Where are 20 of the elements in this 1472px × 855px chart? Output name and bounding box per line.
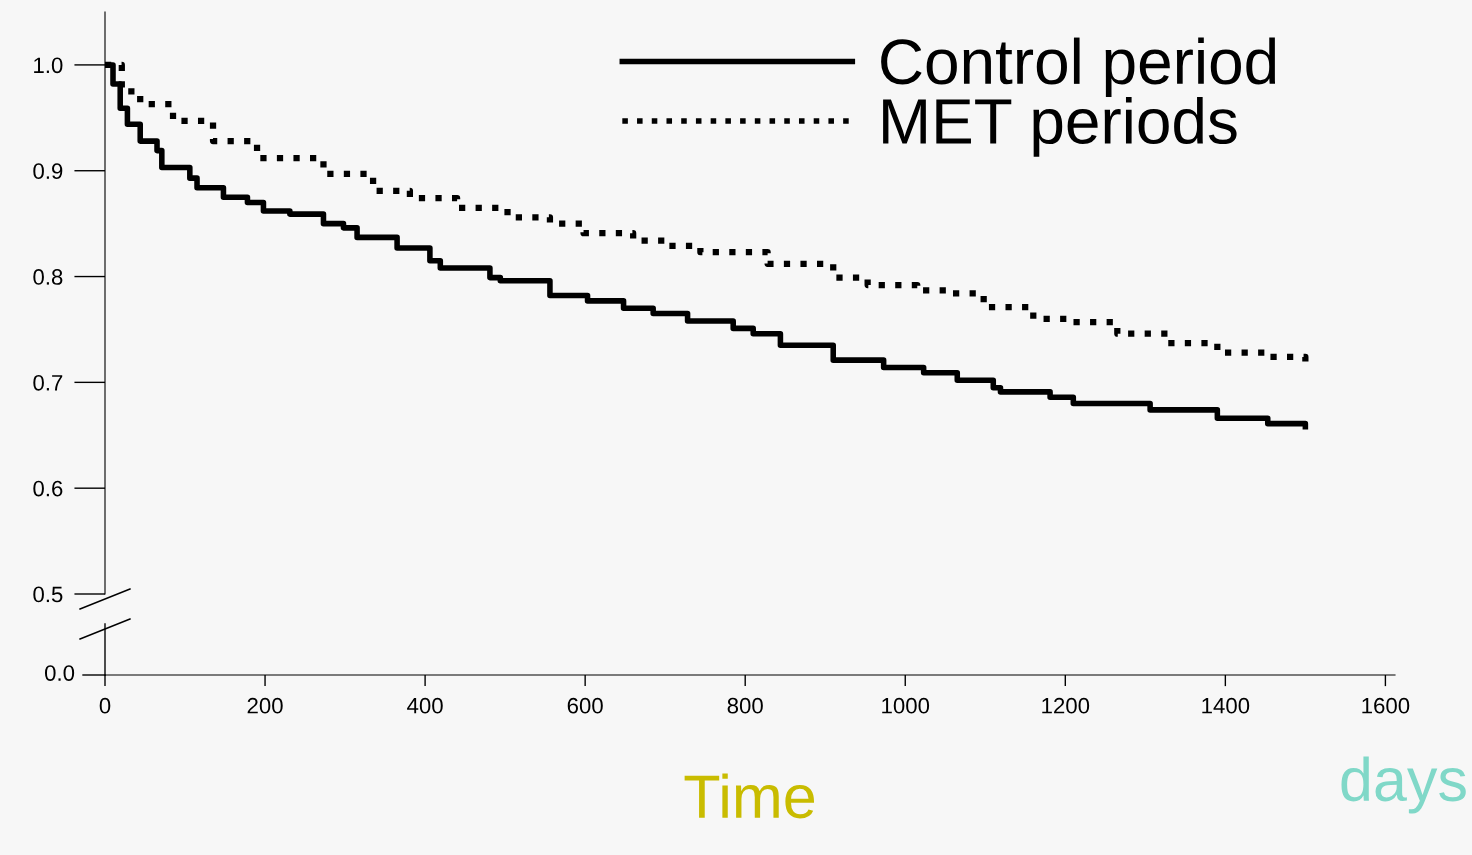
x-tick-label: 1000 [882, 697, 930, 714]
text: days [1341, 756, 1466, 814]
x-tick-label: 1400 [1202, 697, 1250, 714]
x-axis-title: Time [684, 773, 815, 819]
legend-label: Control period [881, 37, 1276, 98]
y-tick-label: 0.5 [33, 586, 63, 603]
x-tick-label: 1200 [1042, 697, 1090, 714]
x-tick-label: 200 [247, 697, 283, 714]
legend-label: MET periods [883, 97, 1237, 157]
y-tick-label: 0.9 [33, 163, 63, 179]
y-tick-label: 1.0 [34, 57, 63, 74]
x-tick-label: 800 [727, 697, 763, 714]
y-tick-label: 0.8 [33, 269, 63, 285]
x-tick-label: 1600 [1362, 697, 1410, 714]
y-tick-label: 0.7 [33, 374, 63, 391]
x-tick-label: 600 [567, 697, 603, 714]
y-tick-label: 0.6 [33, 480, 63, 497]
x-tick-label: 0 [99, 697, 111, 714]
x-tick-label: 400 [407, 697, 443, 714]
text: 0.0 [44, 665, 75, 681]
